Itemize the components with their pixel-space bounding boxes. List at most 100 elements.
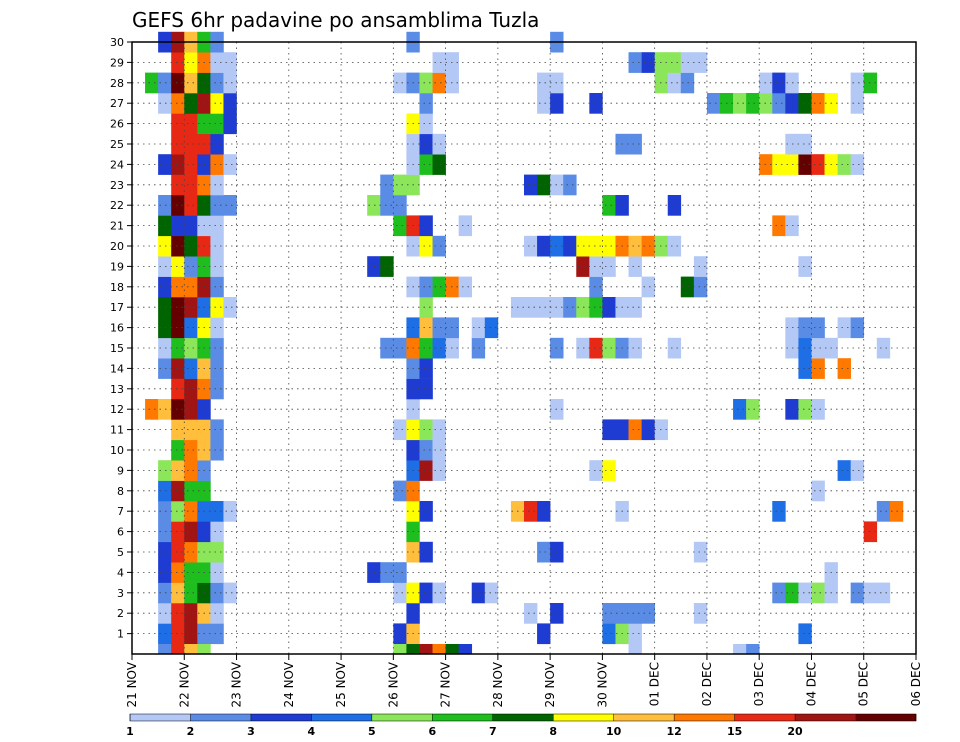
precip-cell: [602, 337, 616, 359]
precip-cell: [641, 603, 655, 624]
precip-cell: [576, 235, 590, 257]
precip-cell: [667, 52, 682, 73]
precip-cell: [158, 460, 172, 481]
y-axis-ticks: 1234567891011121314151617181920212223242…: [110, 36, 132, 641]
precip-cell: [837, 154, 851, 175]
y-tick-label: 13: [110, 383, 124, 396]
precip-cell: [393, 480, 407, 502]
precip-cell: [184, 399, 198, 420]
y-tick-label: 1: [117, 628, 124, 641]
x-axis-ticks: 21 NOV 22 NOV 23 NOV 24 NOV 25 NOV 26 NOV 27 N…: [125, 654, 923, 708]
precip-cell: [210, 358, 224, 379]
y-tick-label: 26: [110, 118, 124, 131]
heatmap-cells: [145, 31, 904, 654]
precip-cell: [171, 195, 185, 216]
precip-cell: [798, 358, 812, 379]
precip-cell: [419, 460, 433, 481]
precip-cell: [746, 93, 760, 114]
precip-cell: [772, 154, 786, 175]
precip-cell: [589, 235, 603, 257]
precip-cell: [223, 72, 237, 94]
y-tick-label: 15: [110, 342, 124, 355]
precip-cell: [184, 337, 198, 359]
precip-cell: [772, 582, 786, 604]
precip-cell: [210, 317, 224, 339]
y-tick-label: 14: [110, 362, 124, 375]
x-tick-label: 24 NOV: [282, 661, 296, 707]
precip-cell: [210, 52, 224, 73]
precip-cell: [158, 337, 172, 359]
precip-cell: [589, 337, 603, 359]
precip-cell: [811, 399, 825, 420]
y-tick-label: 5: [117, 546, 124, 559]
precip-cell: [184, 195, 198, 216]
precip-cell: [471, 582, 486, 604]
precip-cell: [158, 582, 172, 604]
precip-cell: [746, 644, 760, 654]
precip-cell: [158, 399, 172, 420]
precip-cell: [171, 480, 185, 502]
precip-cell: [171, 623, 185, 645]
precip-cell: [563, 297, 577, 318]
precip-cell: [380, 256, 394, 277]
precip-cell: [171, 644, 185, 654]
colorbar-swatch: [553, 714, 614, 721]
precip-cell: [602, 460, 616, 481]
precip-cell: [419, 644, 433, 654]
precip-cell: [184, 317, 198, 339]
precip-cell: [876, 501, 891, 522]
precip-cell: [537, 174, 551, 196]
precip-cell: [419, 337, 433, 359]
colorbar-label: 7: [489, 725, 497, 738]
precip-cell: [184, 215, 198, 237]
precip-cell: [158, 562, 172, 583]
y-tick-label: 11: [110, 424, 124, 437]
precip-cell: [158, 154, 172, 175]
precip-cell: [537, 623, 551, 645]
precip-cell: [158, 297, 172, 318]
y-tick-label: 4: [117, 566, 124, 579]
precip-cell: [158, 235, 172, 257]
precip-cell: [680, 52, 695, 73]
precip-cell: [184, 133, 198, 155]
precip-cell: [184, 582, 198, 604]
precip-cell: [380, 174, 394, 196]
precip-cell: [419, 297, 433, 318]
precip-cell: [641, 276, 655, 298]
precip-cell: [380, 195, 394, 216]
precip-cell: [419, 378, 433, 400]
precip-cell: [602, 195, 616, 216]
y-tick-label: 9: [117, 464, 124, 477]
precip-cell: [171, 215, 185, 237]
y-tick-label: 12: [110, 403, 124, 416]
precip-cell: [798, 133, 812, 155]
precip-cell: [445, 644, 459, 654]
x-tick-label: 29 NOV: [543, 661, 557, 707]
precip-cell: [537, 501, 551, 522]
precip-cell: [393, 419, 407, 441]
precip-cell: [484, 317, 499, 339]
precip-cell: [471, 337, 486, 359]
precip-cell: [576, 297, 590, 318]
precip-cell: [210, 215, 224, 237]
precip-cell: [393, 174, 407, 196]
precip-cell: [693, 541, 708, 563]
y-tick-label: 3: [117, 587, 124, 600]
colorbar-swatch: [371, 714, 433, 721]
y-tick-label: 16: [110, 322, 124, 335]
y-tick-label: 30: [110, 36, 124, 49]
precip-cell: [158, 623, 172, 645]
y-tick-label: 18: [110, 281, 124, 294]
precip-cell: [171, 235, 185, 257]
x-tick-label: 04 DEC: [804, 662, 818, 706]
colorbar-swatch: [795, 714, 856, 721]
precip-cell: [223, 154, 237, 175]
precip-cell: [171, 133, 185, 155]
precip-cell: [171, 154, 185, 175]
precip-cell: [419, 317, 433, 339]
precip-cell: [537, 297, 551, 318]
precip-cell: [432, 419, 446, 441]
precip-cell: [850, 72, 865, 94]
precip-cell: [537, 72, 551, 94]
